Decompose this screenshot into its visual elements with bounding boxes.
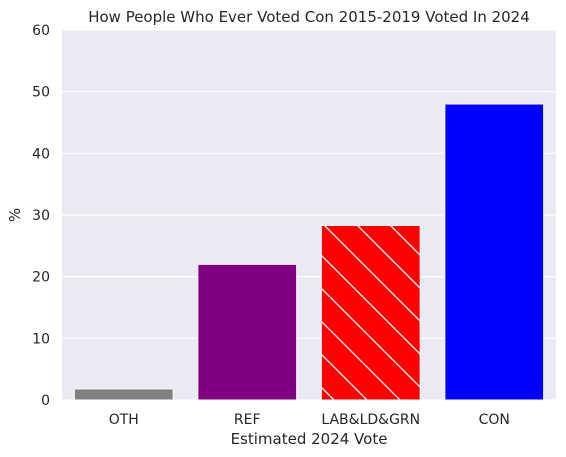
x-tick-label: CON xyxy=(479,412,510,428)
bar-oth xyxy=(73,388,174,400)
y-tick-label: 40 xyxy=(32,146,50,162)
bars xyxy=(73,103,545,400)
y-tick-label: 50 xyxy=(32,85,50,101)
bar-con xyxy=(444,103,545,400)
x-tick-labels: OTH REF LAB&LD&GRN CON xyxy=(109,412,510,428)
x-tick-label: REF xyxy=(234,412,261,428)
y-tick-label: 60 xyxy=(32,23,50,39)
bar-hatch-lab-ld-grn xyxy=(321,225,421,400)
x-tick-label: OTH xyxy=(109,412,139,428)
x-axis-label: Estimated 2024 Vote xyxy=(231,430,388,448)
chart-title: How People Who Ever Voted Con 2015-2019 … xyxy=(88,8,530,26)
y-tick-label: 20 xyxy=(32,270,50,286)
y-tick-label: 0 xyxy=(41,393,50,409)
bar-ref xyxy=(197,263,298,400)
x-tick-label: LAB&LD&GRN xyxy=(321,412,420,428)
y-tick-label: 30 xyxy=(32,208,50,224)
y-axis-label: % xyxy=(6,208,24,222)
y-tick-label: 10 xyxy=(32,331,50,347)
y-tick-labels: 0 10 20 30 40 50 60 xyxy=(32,23,50,409)
